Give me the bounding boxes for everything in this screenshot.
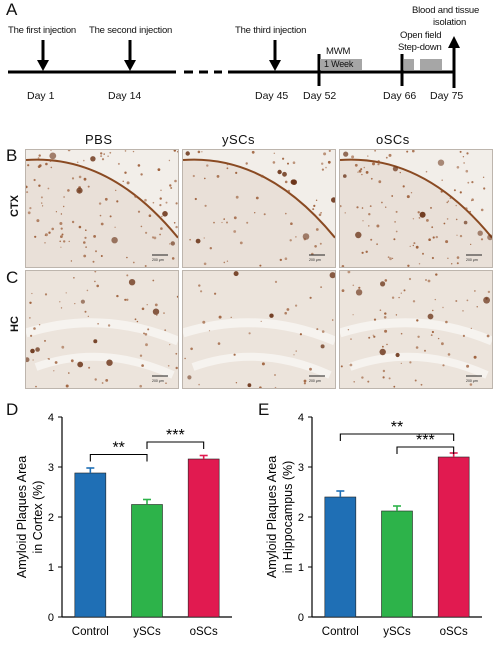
y-tick-label: 2	[48, 512, 54, 524]
x-tick-label: Control	[322, 626, 359, 638]
event-label-first-injection: The first injection	[8, 25, 77, 36]
column-header-pbs: PBS	[85, 132, 113, 147]
bar-oscs	[437, 456, 470, 618]
micrograph-ctx-pbs: 200 μm	[25, 149, 179, 268]
significance-bracket	[146, 441, 205, 449]
event-label-third-injection: The third injection	[235, 25, 307, 36]
mwm-label: MWM	[326, 46, 351, 57]
micrograph-ctx-oscs: 200 μm	[339, 149, 493, 268]
significance-label: **	[391, 419, 403, 436]
bar-oscs	[187, 458, 220, 618]
mwm-period-box	[320, 59, 362, 70]
injection-arrow-3	[269, 40, 281, 71]
scale-bar-label: 200 μm	[466, 379, 478, 383]
x-tick-label: ySCs	[133, 626, 161, 638]
y-axis-label-line2: in Cortex (%)	[31, 481, 45, 554]
bar-control	[74, 472, 107, 618]
y-axis-label-line1: Amyloid Plaques Area	[265, 456, 279, 578]
y-tick-label: 1	[298, 562, 304, 574]
panel-letter-b: B	[6, 146, 18, 165]
significance-bracket	[89, 453, 148, 462]
timeline	[8, 36, 460, 88]
panel-letter-d: D	[6, 400, 19, 419]
significance-label: ***	[416, 432, 435, 449]
bar-chart-cortex: 0 1 2 3 4 Amyloid Plaques Area in Cortex (%) Co…	[15, 412, 232, 638]
column-header-oscs: oSCs	[376, 132, 410, 147]
scale-bar-label: 200 μm	[309, 258, 321, 262]
bar-chart-hippocampus: 0 1 2 3 4 Amyloid Plaques Area in Hippocampus …	[265, 412, 482, 638]
micrograph-ctx-yscs: 200 μm	[182, 149, 336, 268]
y-tick-label: 4	[298, 412, 304, 424]
scale-bar-label: 200 μm	[152, 379, 164, 383]
row-label-ctx: CTX	[9, 195, 21, 217]
column-header-yscs: ySCs	[222, 132, 256, 147]
y-tick-label: 4	[48, 412, 54, 424]
mwm-week-label: 1 Week	[324, 59, 354, 69]
y-tick-label: 3	[298, 462, 304, 474]
day-label-14: Day 14	[108, 90, 142, 102]
x-tick-label: Control	[72, 626, 109, 638]
y-tick-label: 3	[48, 462, 54, 474]
day-label-75: Day 75	[430, 90, 464, 102]
x-tick-label: oSCs	[190, 626, 218, 638]
y-axis-label-line1: Amyloid Plaques Area	[15, 456, 29, 578]
final-up-arrow	[448, 36, 460, 88]
y-tick-label: 0	[298, 612, 304, 624]
blood-tissue-label-line2: isolation	[433, 17, 467, 28]
micrograph-hc-oscs: 200 μm	[339, 270, 493, 389]
bar-yscs	[381, 510, 413, 618]
step-down-label: Step-down	[398, 42, 442, 53]
significance-bracket	[396, 446, 455, 454]
bar-control	[324, 496, 357, 618]
injection-arrow-1	[37, 40, 49, 71]
significance-bracket	[339, 433, 455, 441]
y-tick-label: 1	[48, 562, 54, 574]
scale-bar-label: 200 μm	[152, 258, 164, 262]
day-label-66: Day 66	[383, 90, 417, 102]
day-label-45: Day 45	[255, 90, 289, 102]
panel-letter-e: E	[258, 400, 270, 419]
bar-yscs	[131, 504, 163, 618]
micrograph-hc-pbs: 200 μm	[25, 270, 179, 389]
x-tick-label: oSCs	[440, 626, 468, 638]
injection-arrow-2	[124, 40, 136, 71]
day-label-1: Day 1	[27, 90, 55, 102]
blood-tissue-label-line1: Blood and tissue	[412, 5, 480, 16]
day-label-52: Day 52	[303, 90, 337, 102]
significance-label: ***	[166, 427, 185, 444]
x-tick-label: ySCs	[383, 626, 411, 638]
step-down-box	[420, 59, 442, 70]
scale-bar-label: 200 μm	[466, 258, 478, 262]
panel-letter-a: A	[6, 0, 18, 19]
open-field-label: Open field	[400, 30, 442, 41]
event-label-second-injection: The second injection	[89, 25, 173, 36]
open-field-box	[404, 59, 414, 70]
significance-label: **	[112, 440, 124, 457]
scale-bar-label: 200 μm	[309, 379, 321, 383]
row-label-hc: HC	[9, 316, 21, 332]
panel-letter-c: C	[6, 268, 19, 287]
y-tick-label: 0	[48, 612, 54, 624]
micrograph-hc-yscs: 200 μm	[182, 270, 336, 389]
y-axis-label-line2: in Hippocampus (%)	[281, 461, 295, 574]
y-tick-label: 2	[298, 512, 304, 524]
